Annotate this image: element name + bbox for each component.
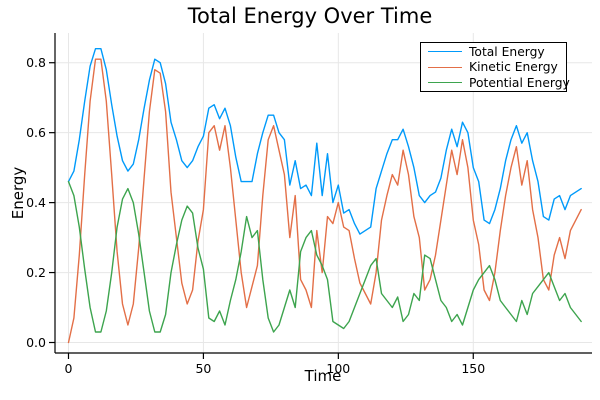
y-tick-label: 0.8 [26, 55, 46, 70]
x-tick-label: 50 [195, 361, 211, 376]
x-axis-label: Time [304, 367, 342, 385]
legend-item-kinetic-energy: Kinetic Energy [428, 60, 566, 74]
legend-item-total-energy: Total Energy [428, 45, 566, 59]
series-line-0 [67, 48, 582, 235]
series-line-2 [67, 180, 582, 333]
legend-label-potential: Potential Energy [469, 75, 570, 90]
y-tick-label: 0.2 [26, 265, 46, 280]
x-tick-label: 0 [65, 361, 73, 376]
x-tick-label: 100 [326, 361, 350, 376]
legend-line-swatch-total [428, 51, 462, 52]
y-tick-label: 0.0 [26, 335, 46, 350]
y-tick-label: 0.6 [26, 125, 46, 140]
legend-label-kinetic: Kinetic Energy [469, 60, 558, 74]
legend-item-potential-energy: Potential Energy [428, 76, 570, 90]
legend-line-swatch-potential [428, 82, 462, 83]
x-tick-label: 150 [461, 361, 485, 376]
legend-line-swatch-kinetic [428, 66, 462, 68]
y-axis-label: Energy [9, 166, 27, 220]
series-line-1 [67, 58, 582, 344]
y-tick-label: 0.4 [26, 195, 46, 210]
legend: Total Energy Kinetic Energy Potential En… [420, 42, 570, 92]
legend-label-total: Total Energy [469, 44, 545, 59]
chart-title: Total Energy Over Time [187, 4, 433, 28]
